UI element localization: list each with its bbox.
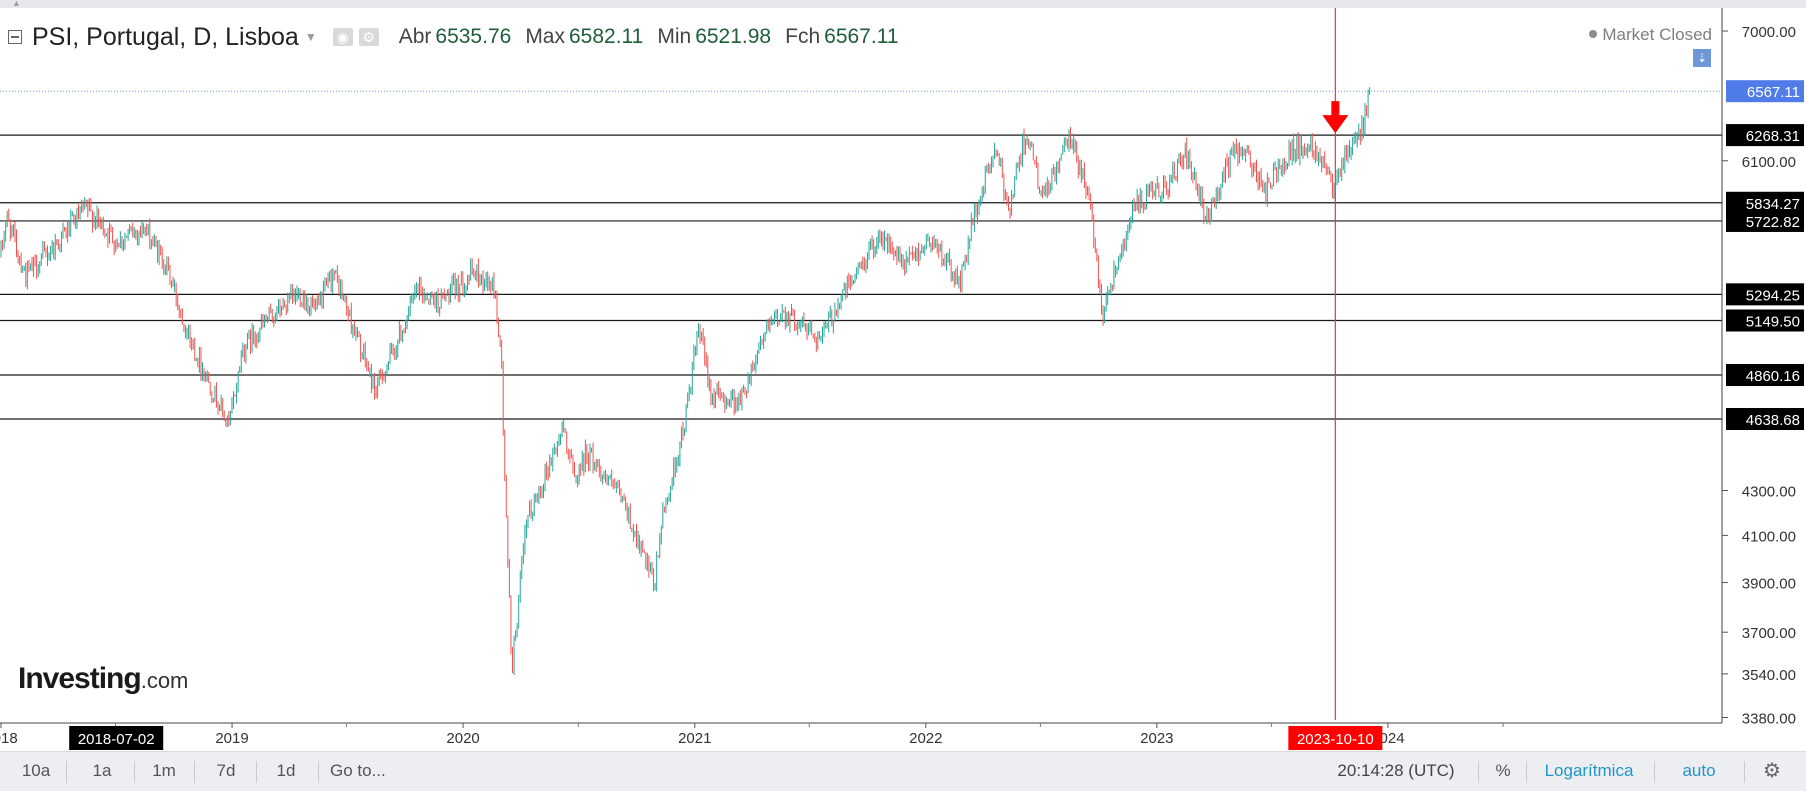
settings-icon[interactable]: ⚙ [358,28,379,46]
level-label-bg [1726,364,1804,387]
log-scale-toggle[interactable]: Logarítmica [1544,761,1634,780]
scroll-to-end-icon[interactable]: ⇣ [1693,49,1711,67]
x-tick-label: 2022 [909,730,942,747]
range-1m-button[interactable]: 1m [152,761,176,780]
range-1a-button[interactable]: 1a [92,761,112,780]
percent-toggle[interactable]: % [1495,761,1511,780]
signal-arrow-icon [1322,101,1349,134]
collapse-icon[interactable] [8,30,22,44]
range-10a-button[interactable]: 10a [21,761,51,780]
high-value: 6582.11 [569,25,644,48]
investing-logo: Investing.com [18,662,188,696]
eye-icon[interactable]: ◉ [332,28,353,46]
toolbar-divider [1654,761,1655,783]
close-value: 6567.11 [824,25,899,48]
x-highlight-label: 2023-10-10 [1297,731,1374,748]
chart-header: PSI, Portugal, D, Lisboa ▼ ◉ ⚙ Abr 6535.7… [8,22,899,52]
level-label: 5834.27 [1746,196,1800,213]
auto-scale-toggle[interactable]: auto [1682,761,1716,780]
toolbar-divider [318,761,319,783]
y-tick-label: 3700.00 [1742,625,1796,642]
range-7d-button[interactable]: 7d [216,761,236,780]
x-highlight-label: 2018-07-02 [78,731,155,748]
y-tick-label: 3380.00 [1742,711,1796,728]
x-tick-label: 2020 [446,730,479,747]
x-highlight-bg [1288,726,1383,750]
x-highlight-bg [69,726,164,750]
y-tick-label: 6100.00 [1742,154,1796,171]
level-label-bg [1726,209,1804,232]
toolbar-divider [194,761,195,783]
last-price-label-bg [1726,80,1804,103]
range-1d-button[interactable]: 1d [276,761,296,780]
level-label: 5294.25 [1746,287,1800,304]
level-label-bg [1726,408,1804,431]
level-label: 4860.16 [1746,368,1800,385]
x-tick-label: 2021 [678,730,711,747]
y-tick-label: 4300.00 [1742,483,1796,500]
level-label-bg [1726,283,1804,306]
logo-suffix: .com [140,668,189,693]
symbol-title[interactable]: PSI, Portugal, D, Lisboa [32,22,299,51]
market-status-text: Market Closed [1602,25,1712,44]
toolbar-divider [1526,761,1527,783]
status-dot-icon [1589,30,1598,38]
toolbar-divider [1744,761,1745,783]
level-label: 5722.82 [1746,214,1800,231]
toolbar-divider [66,761,67,783]
level-label-bg [1726,191,1804,214]
y-tick-label: 7000.00 [1742,24,1796,41]
y-tick-label: 3900.00 [1742,576,1796,593]
high-label: Max [525,25,565,48]
low-label: Min [657,25,692,48]
level-label-bg [1726,309,1804,332]
clock-display: 20:14:28 (UTC) [1337,761,1455,780]
bottom-toolbar: 10a 1a 1m 7d 1d Go to... 20:14:28 (UTC) … [0,751,1806,791]
y-tick-label: 3540.00 [1742,667,1796,684]
candles [0,87,1371,675]
go-to-button[interactable]: Go to... [330,761,386,780]
x-tick-label: 2023 [1140,730,1173,747]
y-tick-label: 4100.00 [1742,528,1796,545]
toolbar-divider [256,761,257,783]
level-label: 4638.68 [1746,412,1800,429]
x-tick-label: 2019 [215,730,248,747]
top-scrollbar[interactable]: ▲ [0,0,1806,8]
toolbar-divider [134,761,135,783]
open-label: Abr [398,25,432,48]
last-price-label: 6567.11 [1747,84,1800,101]
close-label: Fch [785,25,821,48]
level-label-bg [1726,124,1804,147]
chevron-down-icon[interactable]: ▼ [304,30,317,44]
date-marker [1322,8,1349,720]
market-status: Market Closed [1589,25,1712,45]
toolbar-divider [1478,761,1479,783]
gear-icon[interactable]: ⚙ [1763,760,1781,782]
scroll-up-icon[interactable]: ▲ [12,0,21,8]
logo-brand: Investing [18,662,142,695]
axes: 7000.00 6100.00 4300.00 4100.00 3900.00 3700.… [0,8,1796,750]
level-label: 6268.31 [1746,128,1800,145]
level-label: 5149.50 [1746,313,1800,330]
open-value: 6535.76 [435,25,512,48]
x-tick-label: 2018 [0,730,18,747]
low-value: 6521.98 [695,25,772,48]
